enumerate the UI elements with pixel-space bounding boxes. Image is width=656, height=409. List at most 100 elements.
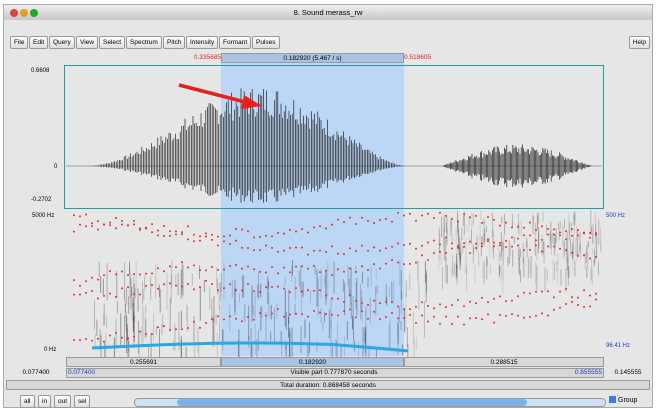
spectrogram-smear (223, 261, 225, 300)
spectrogram-smear (128, 296, 130, 314)
spectrogram-noise (588, 241, 590, 248)
spectrogram-noise (468, 216, 470, 225)
spectrogram-smear (267, 276, 269, 304)
group-toggle[interactable]: Group (609, 396, 637, 404)
scroll-thumb[interactable] (177, 399, 527, 406)
formant-dot (361, 310, 363, 313)
formant-dot (427, 241, 429, 244)
spectrogram-noise (574, 211, 576, 226)
formant-dot (241, 228, 243, 231)
spectrogram-noise (534, 237, 536, 256)
formant-dot (121, 336, 123, 339)
formant-dot (223, 240, 225, 243)
minimize[interactable] (20, 9, 28, 17)
formant-dot (391, 220, 393, 223)
formant-dot (409, 313, 411, 316)
segment-duration[interactable]: 0.182920 (221, 357, 404, 367)
segment-duration[interactable]: 0.288515 (404, 357, 604, 367)
zoom[interactable] (30, 9, 38, 17)
formant-dot (349, 247, 351, 250)
formant-dot (343, 253, 345, 256)
spectrogram-smear (362, 327, 364, 360)
spectrogram-noise (590, 268, 592, 283)
selection-duration[interactable]: 0.182920 (5.467 / s) (221, 53, 404, 63)
formant-dot (133, 273, 135, 276)
formant-dot (355, 250, 357, 253)
formant-dot (313, 289, 315, 292)
formant-dot (457, 244, 459, 247)
formant-dot (313, 249, 315, 252)
formant-dot (511, 245, 513, 248)
close[interactable] (10, 9, 18, 17)
formant-dot (457, 246, 459, 249)
spectrogram-noise (571, 243, 573, 258)
spectrogram-noise (535, 262, 537, 286)
menu-item[interactable]: View (76, 36, 98, 49)
spectrogram-smear (130, 278, 132, 310)
spectrogram-noise (552, 232, 554, 244)
spectrogram-noise (556, 260, 558, 271)
formant-dot (367, 268, 369, 271)
pitch-bottom: 96.41 Hz (606, 343, 631, 349)
spectrogram-noise (492, 222, 494, 238)
spectrogram-smear (367, 277, 369, 288)
spectrogram-noise (527, 257, 529, 279)
formant-dot (109, 270, 111, 273)
formant-dot (223, 235, 225, 238)
total-duration[interactable]: Total duration: 0.868458 seconds (6, 380, 650, 390)
formant-dot (529, 234, 531, 237)
spectrogram-smear (361, 296, 363, 322)
menu-item[interactable]: Spectrum (126, 36, 162, 49)
formant-dot (373, 246, 375, 249)
menu-item[interactable]: Select (99, 36, 126, 49)
formant-dot (157, 326, 159, 329)
scrollbar[interactable] (134, 398, 606, 407)
menu-item[interactable]: Query (49, 36, 75, 49)
spectrogram-smear (258, 272, 260, 300)
formant-dot (391, 258, 393, 261)
spectrogram-noise (564, 242, 566, 256)
zoom-button[interactable]: out (54, 395, 72, 408)
formant-dot (241, 267, 243, 270)
spectrogram-noise (567, 264, 569, 286)
formant-dot (451, 217, 453, 220)
spectrogram-noise (533, 215, 535, 224)
spectrogram-noise (438, 227, 440, 254)
spectrogram-smear (197, 327, 199, 354)
menu-item[interactable]: Pitch (163, 36, 186, 49)
visible-bar[interactable] (66, 368, 604, 378)
formant-dot (181, 231, 183, 234)
menu-item[interactable]: File (10, 36, 29, 49)
menu-item[interactable]: Intensity (186, 36, 219, 49)
menu-item[interactable]: Formant (219, 36, 252, 49)
spectrogram-smear (324, 312, 326, 322)
spectrogram-smear (268, 292, 270, 317)
spectrogram-noise (573, 212, 575, 226)
zoom-button[interactable]: sel (74, 395, 91, 408)
checkbox[interactable] (609, 396, 616, 403)
formant-dot (379, 302, 381, 305)
spectrogram-smear (238, 294, 240, 303)
formant-dot (487, 216, 489, 219)
spectrogram-smear (316, 340, 318, 352)
formant-dot (481, 221, 483, 224)
menu-item[interactable]: Pulses (252, 36, 280, 49)
formant-dot (127, 286, 129, 289)
spectrogram-smear (322, 322, 324, 331)
arrow-head (241, 95, 262, 109)
formant-dot (385, 247, 387, 250)
spectrogram-smear (398, 306, 400, 323)
segment-duration[interactable]: 0.255691 (66, 357, 221, 367)
formant-dot (91, 289, 93, 292)
spectrogram-noise (458, 227, 460, 248)
zoom-button[interactable]: in (38, 395, 52, 408)
menu-item[interactable]: Edit (29, 36, 49, 49)
help-menu[interactable]: Help (628, 36, 650, 49)
spectrogram-smear (155, 326, 157, 336)
formant-dot (433, 315, 435, 318)
formant-dot (499, 241, 501, 244)
zoom-button[interactable]: all (20, 395, 35, 408)
formant-dot (85, 225, 87, 228)
spectrogram-smear (125, 303, 127, 313)
formant-dot (433, 252, 435, 255)
